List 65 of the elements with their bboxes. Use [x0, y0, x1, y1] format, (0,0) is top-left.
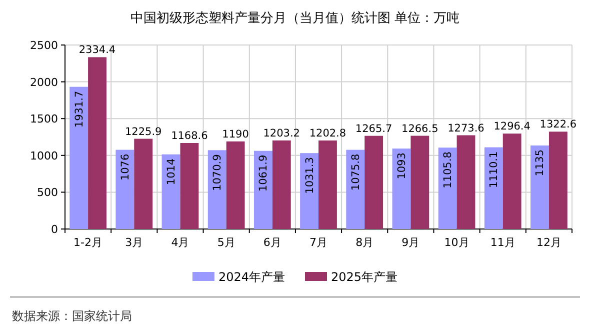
data-label: 1061.9: [258, 154, 270, 192]
y-tick-label: 500: [37, 186, 58, 200]
bar: [88, 57, 106, 229]
data-label: 1168.6: [171, 130, 208, 142]
bar: [116, 150, 134, 229]
x-tick-label: 8月: [356, 236, 374, 249]
data-label: 1031.3: [304, 157, 316, 194]
bar: [226, 141, 245, 229]
data-label: 1202.8: [309, 127, 346, 140]
bar: [134, 138, 153, 229]
bar: [162, 154, 180, 229]
data-label: 1093: [396, 152, 408, 180]
y-tick-label: 2000: [30, 76, 58, 89]
x-tick-label: 11月: [490, 236, 516, 249]
data-label: 1014: [166, 158, 178, 186]
bar: [180, 142, 199, 229]
y-tick-label: 0: [51, 223, 58, 236]
y-tick-label: 2500: [30, 39, 58, 52]
x-tick-label: 6月: [263, 236, 282, 249]
bar: [272, 140, 291, 229]
data-label: 1273.6: [448, 122, 485, 134]
x-tick-label: 7月: [310, 236, 328, 249]
data-label: 2334.4: [78, 44, 116, 56]
data-label: 1075.8: [350, 154, 362, 191]
bar: [548, 132, 568, 229]
bar: [346, 150, 365, 229]
bar: [392, 148, 411, 229]
data-label: 1070.9: [212, 154, 224, 191]
bar: [70, 86, 88, 229]
legend-label: 2024年产量: [218, 270, 285, 284]
bar: [484, 147, 503, 229]
data-label: 1076: [119, 154, 132, 181]
data-label: 1203.2: [263, 127, 300, 140]
x-tick-label: 9月: [402, 236, 420, 249]
bar: [438, 148, 457, 229]
x-tick-label: 12月: [536, 236, 562, 249]
bar: [300, 153, 318, 229]
bar: [208, 150, 226, 229]
bar: [456, 135, 476, 229]
y-tick-label: 1500: [30, 112, 58, 126]
data-label: 1190: [222, 128, 249, 140]
x-tick-label: 10月: [444, 236, 470, 249]
bar: [364, 136, 384, 229]
bar: [530, 145, 549, 229]
data-label: 1135: [534, 149, 546, 176]
legend-label: 2025年产量: [331, 270, 398, 284]
bar: [410, 136, 430, 229]
data-label: 1266.5: [402, 122, 438, 135]
x-tick-label: 5月: [217, 236, 236, 249]
x-tick-label: 3月: [125, 236, 144, 249]
data-label: 1265.7: [355, 122, 392, 135]
data-label: 1105.8: [442, 152, 454, 188]
source-note: 数据来源：国家统计局: [12, 309, 132, 323]
x-tick-label: 4月: [171, 236, 190, 249]
chart-title: 中国初级形态塑料产量分月（当月值）统计图 单位：万吨: [130, 10, 460, 26]
data-label: 1225.9: [124, 126, 162, 138]
data-label: 1931.7: [73, 90, 86, 128]
x-tick-label: 1-2月: [74, 236, 103, 249]
data-label: 1296.4: [494, 120, 531, 133]
bar: [318, 140, 337, 229]
bar: [502, 134, 522, 229]
bar: [254, 150, 272, 229]
data-label: 1110.1: [488, 151, 500, 188]
y-tick-label: 1000: [30, 149, 58, 162]
data-label: 1322.6: [540, 118, 577, 131]
